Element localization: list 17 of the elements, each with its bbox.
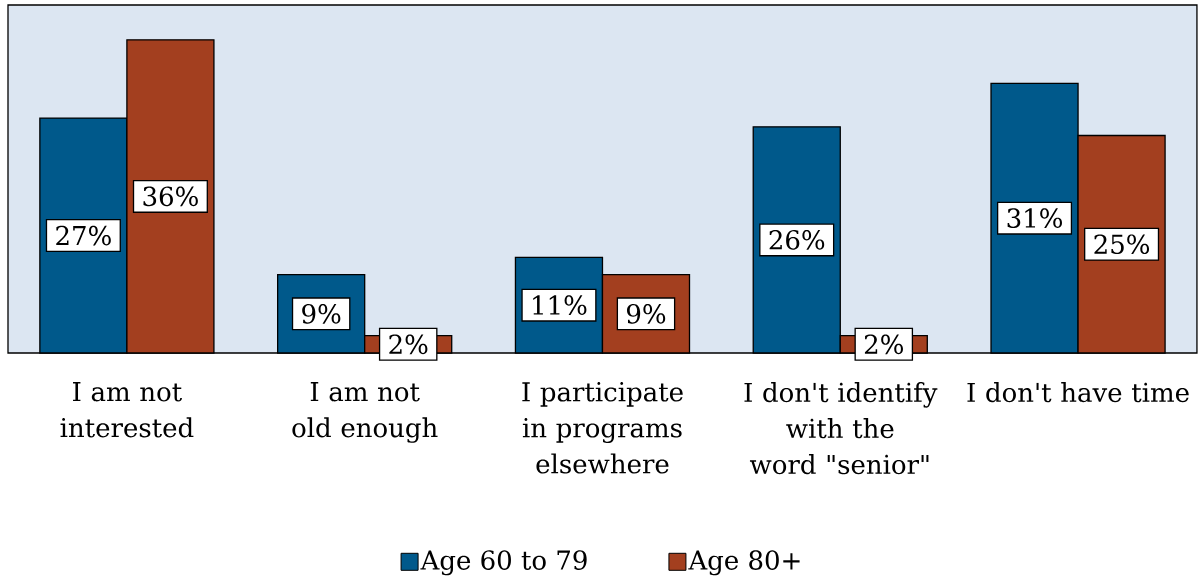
- x-tick-label: I am not interested: [60, 382, 194, 438]
- data-label: 25%: [1094, 234, 1150, 255]
- data-label: 9%: [302, 304, 341, 324]
- data-label: 11%: [533, 295, 587, 315]
- data-label: 9%: [627, 304, 666, 324]
- data-label: 2%: [389, 334, 428, 355]
- x-tick-label: I don't have time: [967, 382, 1189, 403]
- x-tick-label: I am not old enough: [292, 382, 438, 443]
- data-label: 2%: [864, 334, 903, 355]
- x-tick-label: I participate in programs elsewhere: [522, 382, 683, 474]
- data-label: 27%: [56, 225, 111, 246]
- data-label: 36%: [143, 186, 198, 207]
- legend-label: Age 80+: [688, 550, 800, 576]
- legend-label: Age 60 to 79: [420, 550, 587, 576]
- x-tick-label: I don't identify with the word "senior": [744, 382, 938, 475]
- data-label: 26%: [769, 230, 825, 250]
- data-label: 31%: [1007, 208, 1062, 228]
